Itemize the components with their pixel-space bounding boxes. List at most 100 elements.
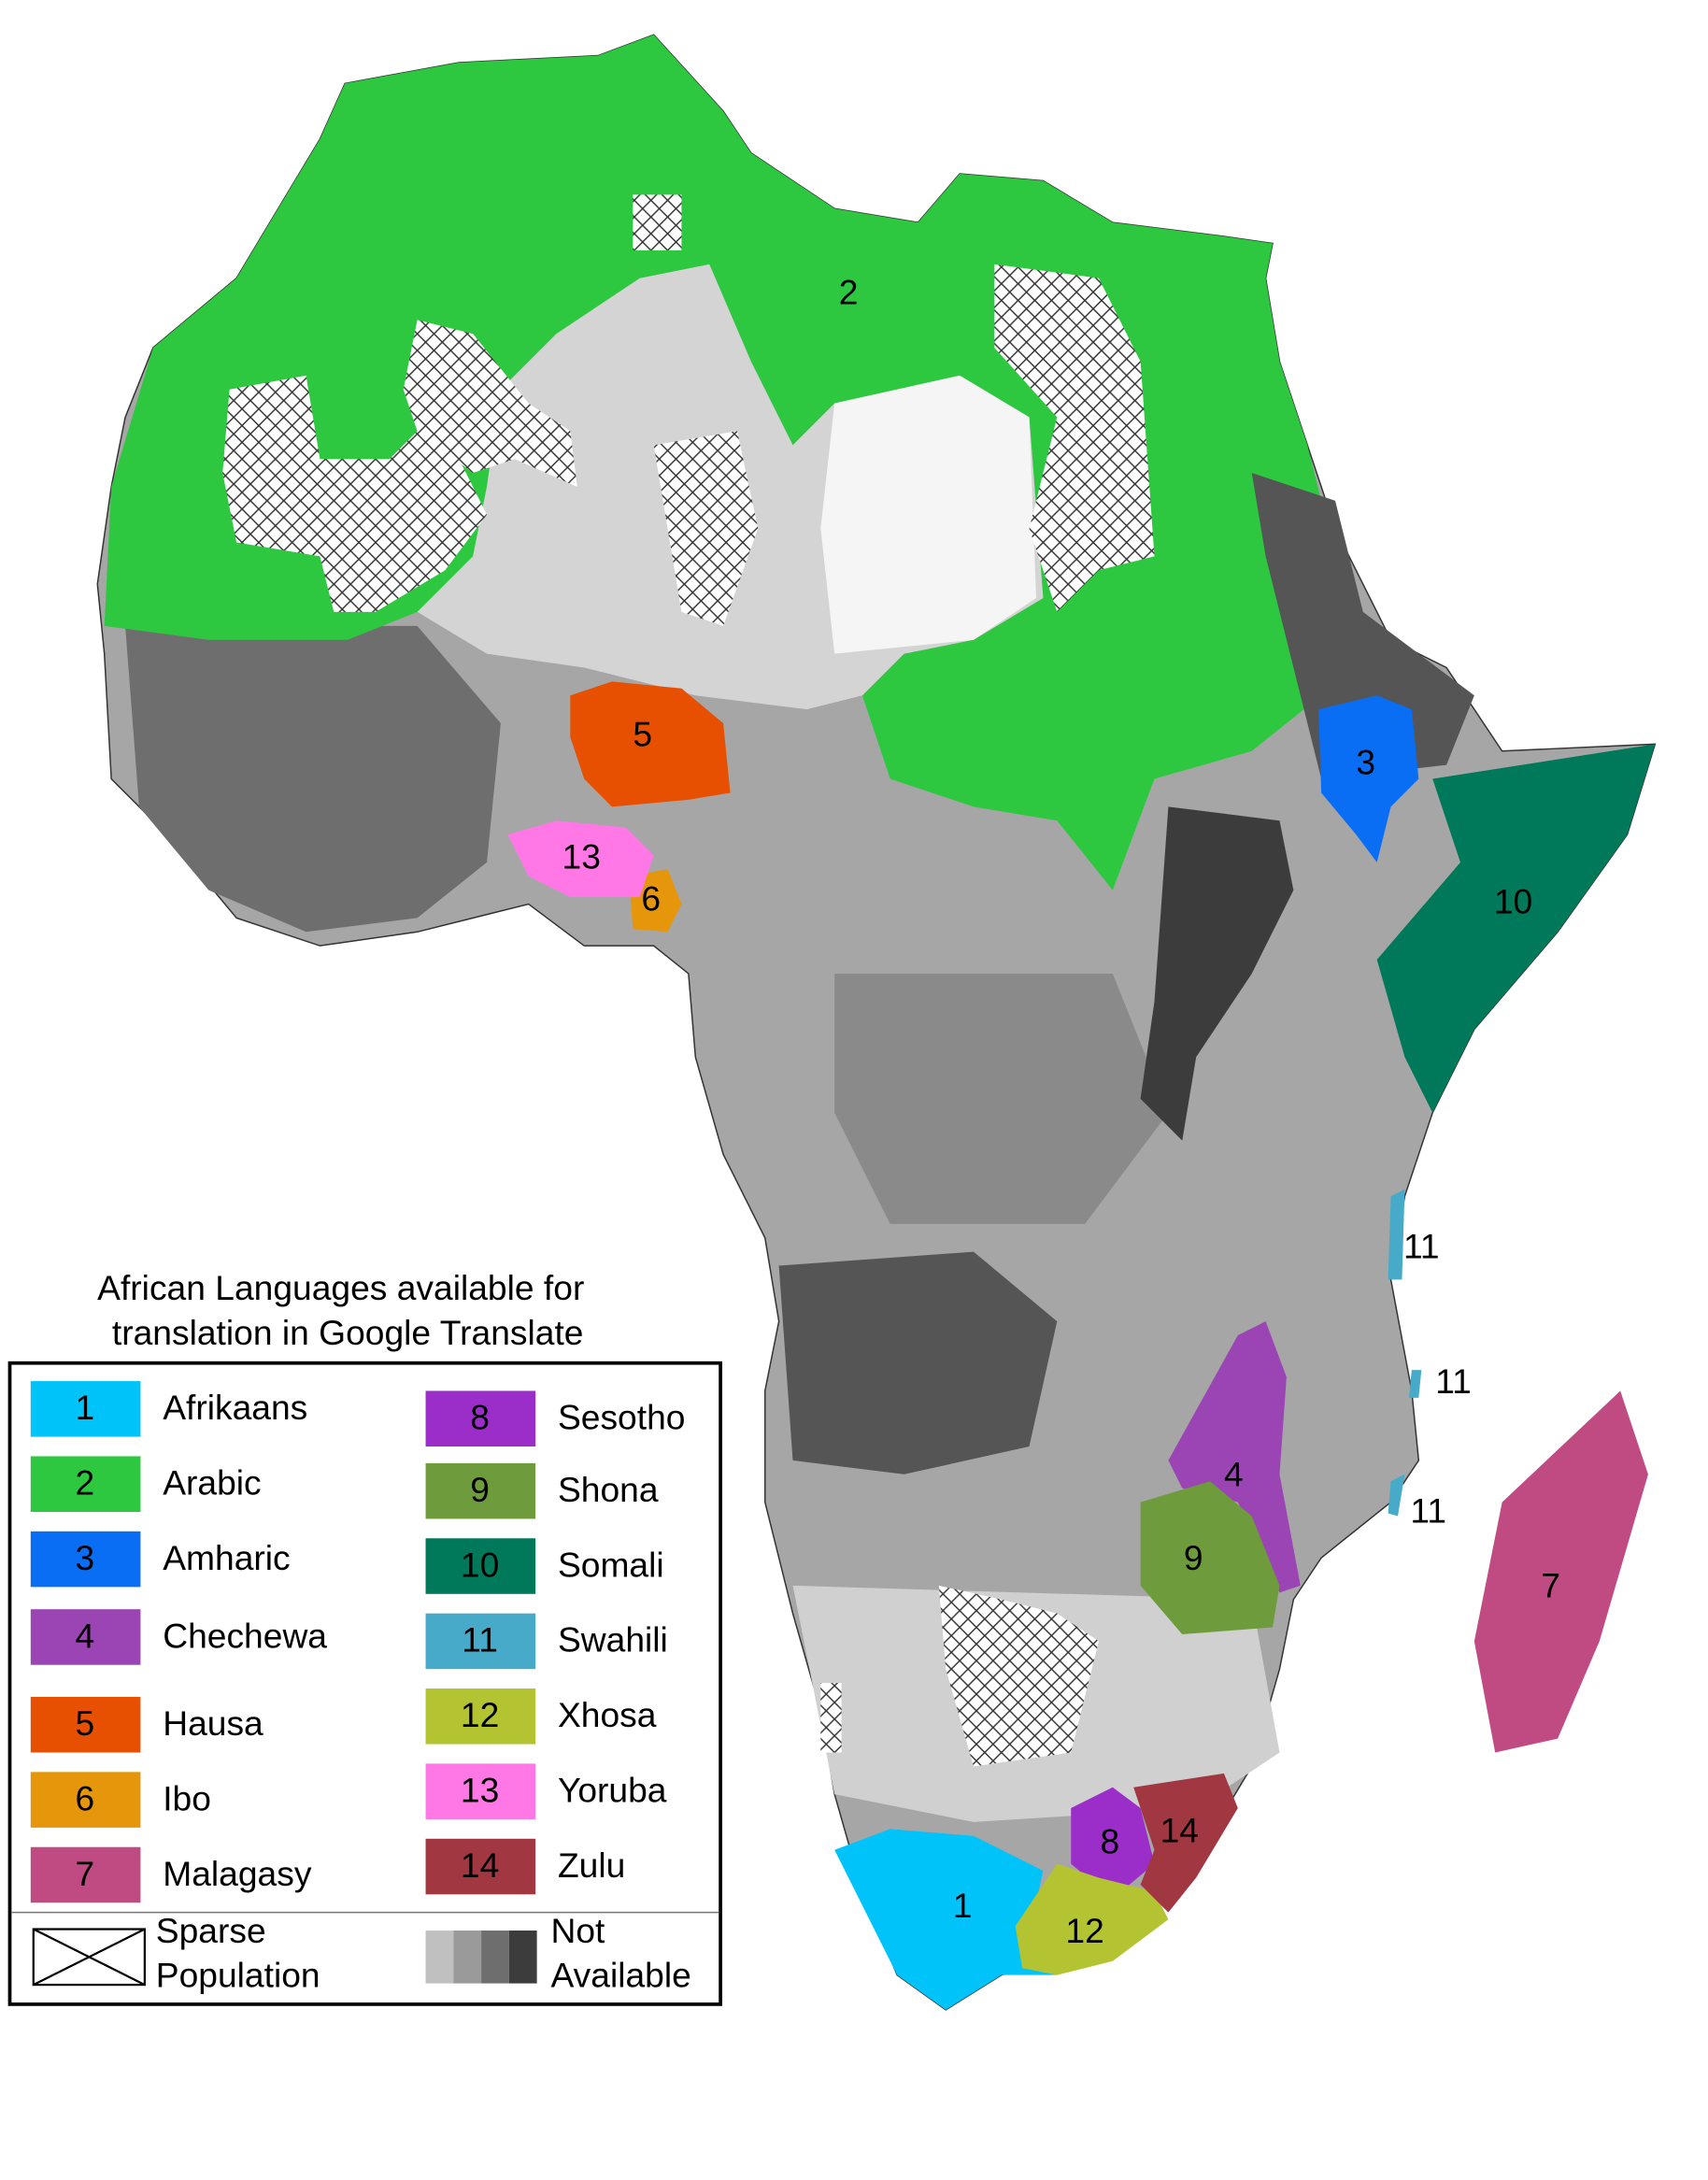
- sparse-area: [403, 320, 577, 487]
- legend-name: Sesotho: [558, 1398, 686, 1437]
- language-region: [1473, 1390, 1648, 1753]
- map-label: 6: [641, 878, 661, 918]
- map-label: 4: [1224, 1455, 1244, 1494]
- legend-name: Afrikaans: [163, 1388, 307, 1427]
- legend-swatch: [30, 1381, 141, 1437]
- legend-name: Xhosa: [558, 1695, 657, 1734]
- legend-swatch: [425, 1538, 536, 1594]
- legend-swatch: [425, 1613, 536, 1670]
- legend-number: 3: [76, 1538, 95, 1577]
- legend-swatch: [425, 1763, 536, 1819]
- legend-name: Zulu: [558, 1845, 625, 1885]
- legend: African Languages available for translat…: [7, 1268, 722, 2006]
- legend-name: Shona: [558, 1470, 659, 1509]
- legend-swatch: [425, 1462, 536, 1519]
- legend-swatch: [425, 1390, 536, 1447]
- map-label: 3: [1356, 742, 1375, 781]
- language-region: [1168, 1321, 1301, 1593]
- sparse-area: [633, 194, 682, 250]
- map-label: 11: [1410, 1490, 1446, 1530]
- map-label: 9: [1184, 1538, 1203, 1577]
- legend-name: Ibo: [163, 1778, 211, 1817]
- map-label: 7: [1541, 1566, 1560, 1605]
- na-label: Available: [551, 1955, 691, 1994]
- language-region: [507, 820, 654, 898]
- legend-title: translation in Google Translate: [112, 1313, 584, 1352]
- legend-number: 9: [470, 1470, 490, 1509]
- na-swatch: [481, 1931, 509, 1984]
- map-label: 10: [1494, 881, 1532, 920]
- sparse-area: [994, 264, 1155, 612]
- legend-title: African Languages available for: [97, 1268, 584, 1307]
- legend-name: Somali: [558, 1545, 664, 1584]
- legend-number: 13: [461, 1770, 499, 1809]
- map-label: 8: [1101, 1822, 1120, 1861]
- language-region: [1318, 695, 1419, 862]
- na-swatch: [508, 1931, 537, 1984]
- legend-number: 11: [462, 1620, 498, 1660]
- legend-number: 7: [76, 1854, 95, 1893]
- map-label: 2: [839, 272, 859, 311]
- legend-swatch: [425, 1688, 536, 1745]
- map-label: 14: [1160, 1811, 1199, 1850]
- legend-name: Hausa: [163, 1703, 263, 1743]
- language-region: [1015, 1863, 1169, 1975]
- na-swatch: [453, 1931, 482, 1984]
- legend-name: Arabic: [163, 1463, 261, 1503]
- map-label: 13: [562, 837, 601, 876]
- legend-swatch: [30, 1531, 141, 1588]
- na-swatch: [425, 1931, 454, 1984]
- map-label: 11: [1435, 1361, 1472, 1401]
- language-region: [1388, 1189, 1405, 1280]
- legend-name: Amharic: [163, 1538, 290, 1577]
- ethiopia-dark: [1251, 473, 1474, 779]
- sparse-label: Sparse: [156, 1911, 266, 1950]
- legend-name: Swahili: [558, 1620, 668, 1660]
- legend-number: 4: [76, 1616, 95, 1655]
- language-region: [570, 681, 731, 807]
- dark-region: [125, 625, 501, 933]
- map-label: 11: [1403, 1226, 1440, 1265]
- legend-swatch: [30, 1696, 141, 1753]
- dark-region: [778, 1251, 1058, 1475]
- map-label: 1: [953, 1886, 973, 1925]
- legend-name: Yoruba: [558, 1770, 667, 1809]
- dark-region: [1140, 806, 1294, 1141]
- sparse-area: [653, 431, 759, 626]
- legend-swatch: [30, 1609, 141, 1665]
- sparse-area: [820, 1683, 842, 1753]
- language-region: [1388, 1474, 1405, 1517]
- dark-region: [834, 973, 1169, 1224]
- sparse-label: Population: [156, 1955, 320, 1994]
- legend-number: 2: [76, 1463, 95, 1503]
- legend-number: 10: [461, 1545, 499, 1584]
- map-labels: 2 3 5 13 6 10 11 11 11 4 9 7 1 12 8 14: [562, 272, 1561, 1949]
- legend-swatch: [30, 1846, 141, 1903]
- legend-swatch: [30, 1456, 141, 1512]
- arabic-region: [104, 35, 1336, 891]
- na-label: Not: [551, 1911, 606, 1950]
- legend-number: 8: [470, 1398, 490, 1437]
- language-region: [1376, 744, 1656, 1113]
- legend-number: 5: [76, 1703, 95, 1743]
- language-region: [1071, 1787, 1155, 1899]
- map-label: 12: [1065, 1911, 1103, 1950]
- legend-name: Chechewa: [163, 1616, 327, 1655]
- legend-number: 1: [76, 1388, 95, 1427]
- language-region: [834, 1829, 1058, 2010]
- language-region: [1408, 1370, 1422, 1398]
- sparse-area: [222, 375, 488, 612]
- legend-name: Malagasy: [163, 1854, 312, 1893]
- sparse-swatch-cross: [33, 1928, 146, 1987]
- legend-number: 6: [76, 1778, 95, 1817]
- legend-swatch: [425, 1838, 536, 1895]
- language-region: [1140, 1481, 1280, 1634]
- map-label: 5: [633, 715, 652, 754]
- language-region: [1133, 1773, 1238, 1913]
- language-regions: [507, 681, 1656, 2010]
- legend-number: 14: [461, 1845, 499, 1885]
- legend-number: 12: [461, 1695, 499, 1734]
- pale-region: [820, 375, 1036, 654]
